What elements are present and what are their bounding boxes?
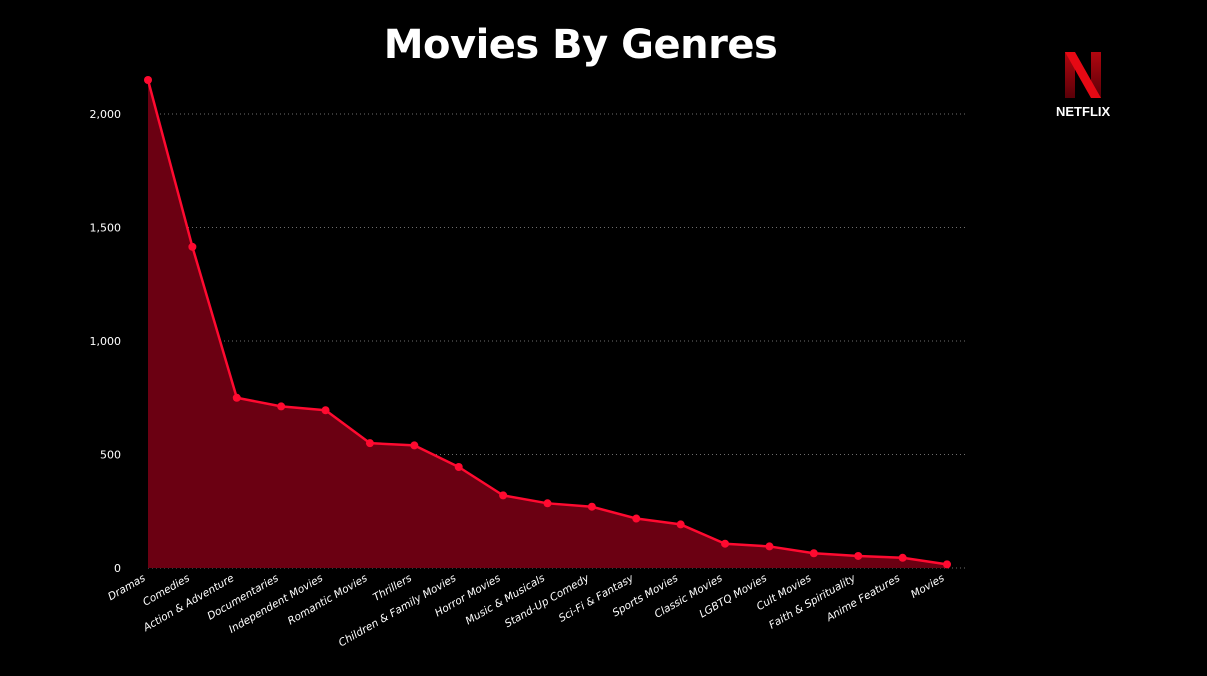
x-tick-label: Anime Features [824,572,903,625]
data-point[interactable]: Independent Movies: 695 [321,406,330,415]
y-axis: 0 500 1,000 1,500 2,000 [90,108,122,575]
data-point[interactable]: Dramas: 2150 [144,76,152,84]
x-tick-label: Sci-Fi & Fantasy [557,572,637,625]
area-series [146,79,948,568]
data-point[interactable]: Comedies: 1415 [188,242,197,251]
data-point[interactable]: Romantic Movies: 550 [365,439,374,448]
data-point[interactable]: Thrillers: 540 [410,441,419,450]
data-point[interactable]: Music & Musicals: 285 [543,499,552,508]
x-tick-label: Romantic Movies [286,572,370,628]
y-tick-label: 500 [100,449,121,462]
data-point[interactable]: Children & Family Movies: 445 [454,462,463,471]
netflix-n-icon [1065,52,1101,98]
netflix-logo: NETFLIX [1056,48,1110,124]
data-point[interactable]: Classic Movies: 107 [721,539,730,548]
x-tick-label: Movies [909,572,947,601]
y-tick-label: 2,000 [90,108,122,121]
data-point[interactable]: Stand-Up Comedy: 270 [587,502,596,511]
data-point[interactable]: Cult Movies: 65 [809,549,818,558]
chart-title: Movies By Genres [383,22,778,68]
area-fill [148,80,947,568]
data-point[interactable]: Sports Movies: 192 [676,520,685,529]
data-points: Dramas: 2150 Comedies: 1415 Action & Adven… [144,76,951,569]
data-point[interactable]: Sci-Fi & Fantasy: 218 [632,514,641,523]
netflix-wordmark: NETFLIX [1056,104,1111,119]
y-tick-label: 1,500 [90,222,122,235]
y-tick-label: 1,000 [90,335,122,348]
data-point[interactable]: Faith & Spirituality: 53 [854,551,863,560]
data-point[interactable]: Documentaries: 712 [277,402,286,411]
data-point[interactable]: Anime Features: 45 [898,553,907,562]
y-tick-label: 0 [114,562,121,575]
data-point[interactable]: LGBTQ Movies: 95 [765,542,774,551]
data-point[interactable]: Action & Adventure: 750 [232,393,241,402]
data-point[interactable]: Movies: 16 [943,560,951,569]
data-point[interactable]: Horror Movies: 320 [499,491,508,500]
